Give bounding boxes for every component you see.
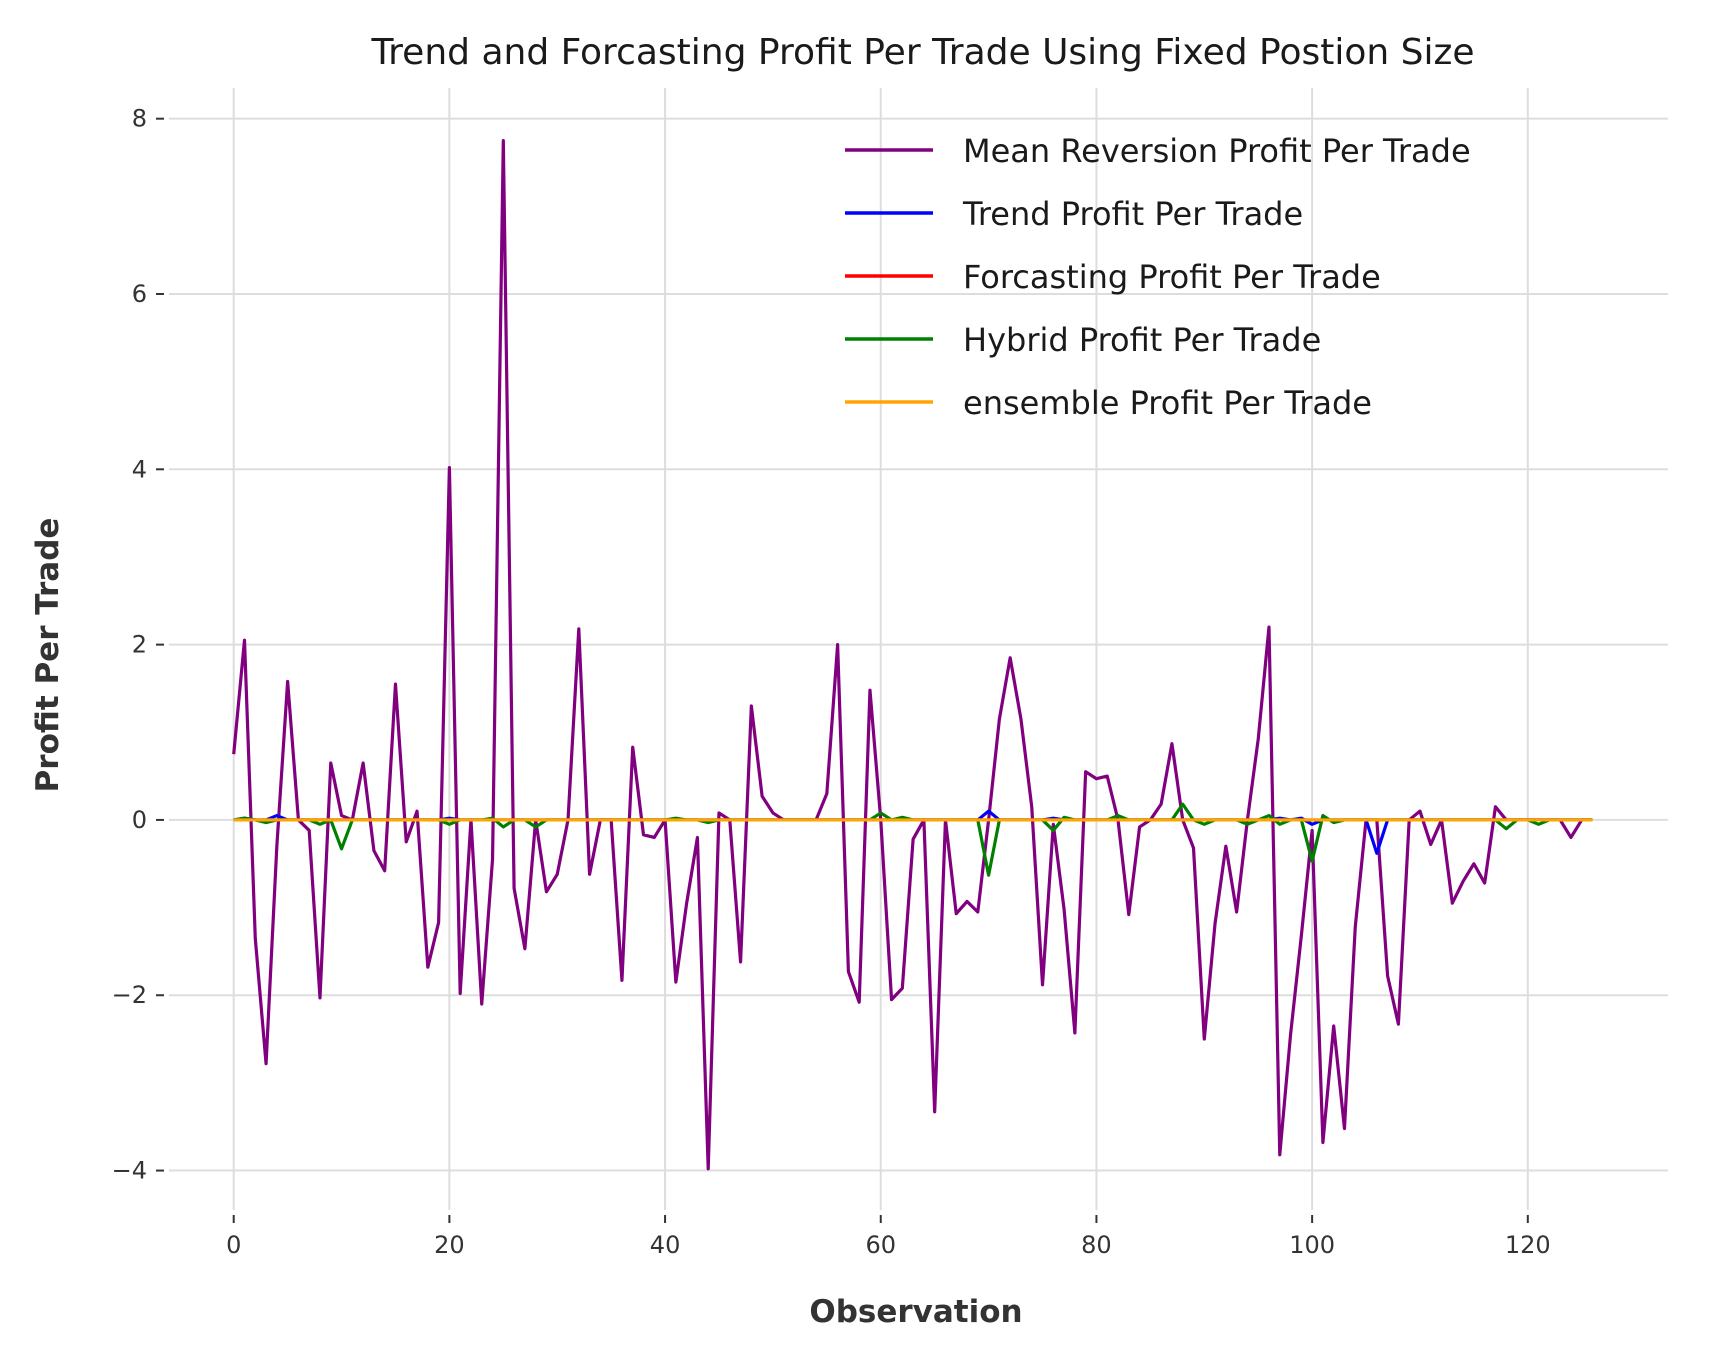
y-tick-label: 6 — [132, 280, 147, 308]
x-tick-label: 120 — [1505, 1231, 1551, 1259]
legend-label: Forcasting Profit Per Trade — [963, 258, 1381, 296]
y-tick-label: −2 — [112, 981, 147, 1009]
x-axis-label: Observation — [809, 1294, 1022, 1330]
y-tick-label: −4 — [112, 1157, 147, 1185]
y-tick-label: 8 — [132, 105, 147, 133]
chart-title: Trend and Forcasting Profit Per Trade Us… — [370, 32, 1474, 73]
x-tick-label: 100 — [1289, 1231, 1335, 1259]
x-tick-label: 40 — [650, 1231, 681, 1259]
y-tick-label: 0 — [132, 806, 147, 834]
legend-label: Hybrid Profit Per Trade — [963, 321, 1321, 359]
y-tick-label: 4 — [132, 455, 147, 483]
y-axis-label: Profit Per Trade — [30, 518, 66, 793]
legend-label: ensemble Profit Per Trade — [963, 384, 1372, 422]
legend: Mean Reversion Profit Per Trade Trend Pro… — [845, 132, 1471, 422]
x-tick-label: 20 — [434, 1231, 465, 1259]
y-tick-label: 2 — [132, 631, 147, 659]
x-tick-label: 80 — [1081, 1231, 1112, 1259]
legend-label: Mean Reversion Profit Per Trade — [963, 132, 1471, 170]
x-tick-label: 60 — [865, 1231, 896, 1259]
x-tick-label: 0 — [226, 1231, 241, 1259]
legend-label: Trend Profit Per Trade — [962, 195, 1303, 233]
series-lines — [232, 138, 1593, 1171]
